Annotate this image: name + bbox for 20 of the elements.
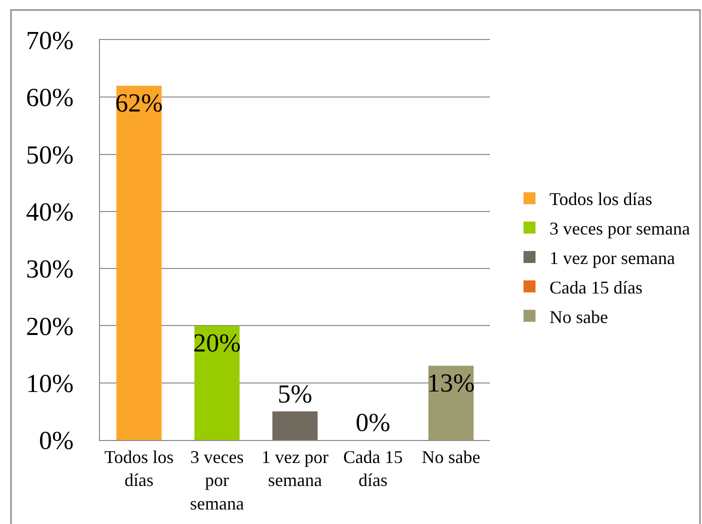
y-tick-label: 50% [26, 140, 74, 170]
x-tick-label: 1 vez por semana [262, 446, 328, 490]
y-tick-label: 30% [26, 254, 74, 284]
legend-label: Todos los días [550, 189, 652, 210]
legend-label: 1 vez por semana [550, 248, 675, 268]
y-tick-label: 20% [26, 312, 74, 341]
y-tick-label: 10% [26, 368, 74, 398]
x-tick-label: Cada 15 días [343, 446, 403, 490]
y-tick-label: 40% [26, 198, 74, 227]
x-tick-label: Todos los días [104, 446, 174, 490]
x-tick-label: 3 veces por semana [190, 446, 244, 514]
y-tick-label: 70% [26, 26, 74, 56]
x-tick-label: No sabe [422, 446, 480, 467]
legend-label: No sabe [550, 306, 608, 327]
legend-label: 3 veces por semana [550, 218, 690, 239]
y-tick-label: 0% [38, 426, 74, 456]
y-tick-label: 60% [26, 83, 74, 112]
data-label: 0% [356, 408, 390, 437]
legend-label: Cada 15 días [550, 277, 642, 298]
data-label: 5% [278, 379, 312, 408]
